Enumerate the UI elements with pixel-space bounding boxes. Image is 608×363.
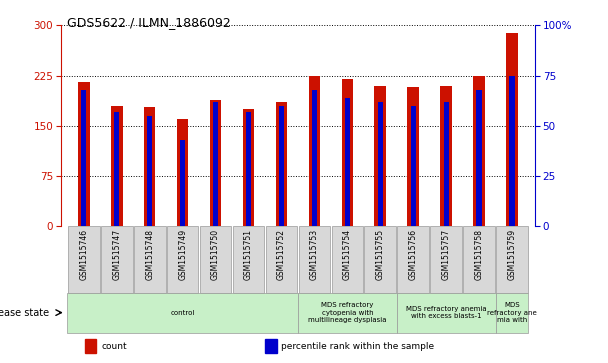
FancyBboxPatch shape [299, 226, 330, 293]
Bar [213, 102, 218, 226]
FancyBboxPatch shape [68, 226, 100, 293]
FancyBboxPatch shape [430, 226, 462, 293]
Bar [81, 90, 86, 226]
Bar [312, 90, 317, 226]
Bar [264, 339, 277, 353]
Text: GSM1515756: GSM1515756 [409, 229, 418, 280]
Bar [177, 119, 188, 226]
Bar [246, 111, 251, 226]
Text: GSM1515746: GSM1515746 [80, 229, 88, 280]
Text: MDS refractory anemia
with excess blasts-1: MDS refractory anemia with excess blasts… [406, 306, 486, 319]
Bar [378, 102, 383, 226]
FancyBboxPatch shape [496, 293, 528, 333]
Bar [279, 106, 284, 226]
Text: percentile rank within the sample: percentile rank within the sample [282, 342, 435, 351]
Bar [410, 106, 416, 226]
Text: GSM1515758: GSM1515758 [475, 229, 483, 280]
Text: GSM1515755: GSM1515755 [376, 229, 385, 280]
FancyBboxPatch shape [298, 293, 396, 333]
Bar [243, 109, 254, 226]
Text: GDS5622 / ILMN_1886092: GDS5622 / ILMN_1886092 [67, 16, 230, 29]
Bar [473, 76, 485, 226]
Bar [477, 90, 482, 226]
FancyBboxPatch shape [67, 293, 298, 333]
Text: MDS
refractory ane
mia with: MDS refractory ane mia with [487, 302, 537, 323]
FancyBboxPatch shape [463, 226, 495, 293]
FancyBboxPatch shape [101, 226, 133, 293]
Bar [210, 100, 221, 226]
Bar [275, 102, 287, 226]
FancyBboxPatch shape [364, 226, 396, 293]
Bar [342, 79, 353, 226]
FancyBboxPatch shape [167, 226, 198, 293]
Bar [114, 111, 119, 226]
Text: GSM1515747: GSM1515747 [112, 229, 121, 280]
Text: GSM1515750: GSM1515750 [211, 229, 220, 280]
Text: disease state: disease state [0, 307, 49, 318]
Bar [111, 106, 123, 226]
Bar [443, 102, 449, 226]
Bar [309, 76, 320, 226]
Text: MDS refractory
cytopenia with
multilineage dysplasia: MDS refractory cytopenia with multilinea… [308, 302, 387, 323]
Text: control: control [170, 310, 195, 315]
FancyBboxPatch shape [266, 226, 297, 293]
Text: GSM1515757: GSM1515757 [441, 229, 451, 280]
Bar [345, 98, 350, 226]
Text: GSM1515759: GSM1515759 [508, 229, 516, 280]
FancyBboxPatch shape [200, 226, 232, 293]
Text: GSM1515753: GSM1515753 [310, 229, 319, 280]
Bar [440, 86, 452, 226]
Bar [144, 107, 156, 226]
Bar [506, 33, 518, 226]
Text: GSM1515754: GSM1515754 [343, 229, 352, 280]
Bar [180, 140, 185, 226]
FancyBboxPatch shape [331, 226, 363, 293]
FancyBboxPatch shape [233, 226, 264, 293]
FancyBboxPatch shape [134, 226, 165, 293]
Bar [78, 82, 89, 226]
Text: GSM1515749: GSM1515749 [178, 229, 187, 280]
FancyBboxPatch shape [496, 226, 528, 293]
FancyBboxPatch shape [396, 293, 496, 333]
Bar [407, 87, 419, 226]
Text: GSM1515748: GSM1515748 [145, 229, 154, 280]
FancyBboxPatch shape [398, 226, 429, 293]
Bar [85, 339, 96, 353]
Bar [510, 76, 514, 226]
Bar [147, 115, 153, 226]
Text: GSM1515752: GSM1515752 [277, 229, 286, 280]
Text: count: count [101, 342, 126, 351]
Bar [375, 86, 386, 226]
Text: GSM1515751: GSM1515751 [244, 229, 253, 280]
